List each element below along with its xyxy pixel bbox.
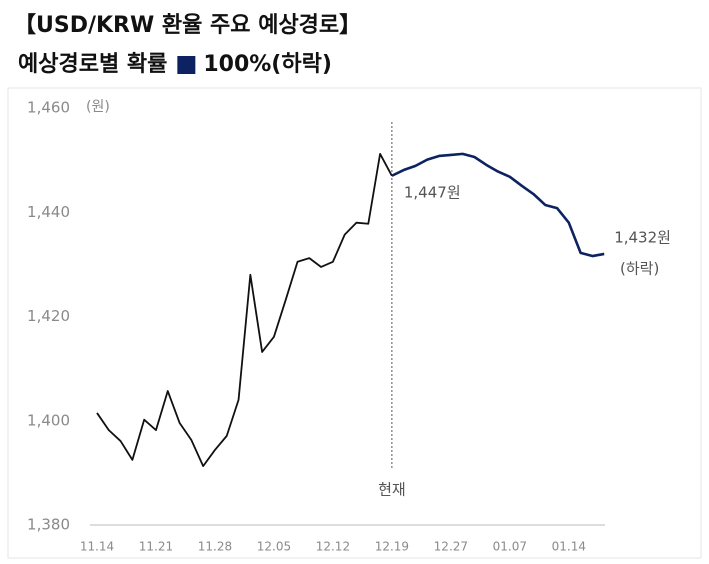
legend-label: 100%(하락) bbox=[203, 52, 332, 77]
x-tick-label: 01.07 bbox=[493, 540, 527, 554]
annotation: (하락) bbox=[620, 260, 659, 278]
legend-swatch bbox=[177, 56, 196, 74]
value-label: 1,447원 bbox=[404, 183, 461, 201]
y-tick-label: 1,440 bbox=[27, 203, 70, 221]
chart-frame bbox=[7, 87, 702, 559]
x-tick-label: 11.14 bbox=[80, 540, 114, 554]
x-tick-label: 12.12 bbox=[316, 540, 350, 554]
x-tick-label: 11.21 bbox=[139, 540, 173, 554]
y-tick-label: 1,380 bbox=[27, 516, 70, 534]
x-tick-label: 01.14 bbox=[552, 540, 586, 554]
y-tick-label: 1,420 bbox=[27, 307, 70, 325]
x-tick-label: 11.28 bbox=[198, 540, 232, 554]
y-tick-label: 1,400 bbox=[27, 411, 70, 429]
value-label: 1,432원 bbox=[614, 229, 671, 247]
y-tick-label: 1,460 bbox=[27, 99, 70, 117]
series-line bbox=[391, 152, 605, 258]
x-tick-label: 12.05 bbox=[257, 540, 291, 554]
x-tick-label: 12.19 bbox=[375, 540, 409, 554]
y-unit: (원) bbox=[86, 99, 110, 115]
chart-subtitle: 예상경로별 확률 bbox=[18, 52, 167, 77]
current-label: 현재 bbox=[378, 481, 406, 499]
chart-title: 【USD/KRW 환율 주요 예상경로】 bbox=[14, 13, 361, 38]
series-line bbox=[96, 152, 393, 467]
x-tick-label: 12.27 bbox=[434, 540, 468, 554]
